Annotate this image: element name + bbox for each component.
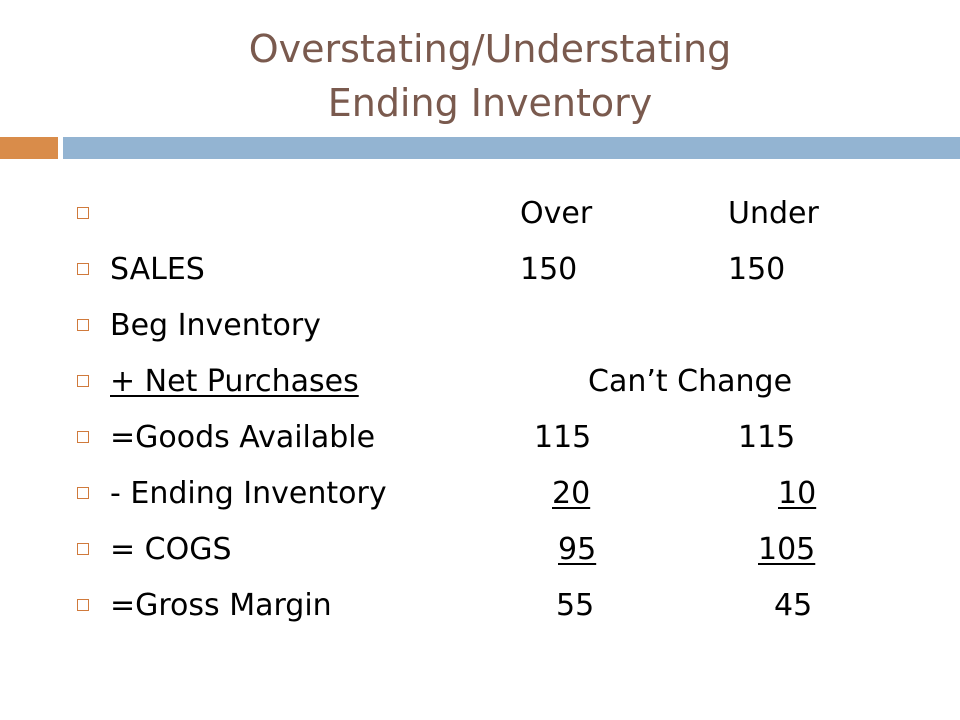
- table-row-cogs: = COGS 95 105: [0, 522, 960, 580]
- row-over-value: 55: [556, 588, 595, 623]
- row-under-value: 45: [774, 588, 813, 623]
- row-over-value: 115: [534, 420, 592, 455]
- bullet-icon: [77, 431, 89, 443]
- row-label: + Net Purchases: [110, 364, 359, 399]
- table-header-row: Over Under: [0, 186, 960, 244]
- table-row-gross-margin: =Gross Margin 55 45: [0, 578, 960, 636]
- table-row-ending-inventory: - Ending Inventory 20 10: [0, 466, 960, 524]
- bullet-icon: [77, 599, 89, 611]
- table-row-beg-inventory: Beg Inventory: [0, 298, 960, 356]
- bullet-icon: [77, 375, 89, 387]
- row-over-value: 150: [520, 252, 578, 287]
- header-over: Over: [520, 196, 593, 231]
- row-under-value: 10: [778, 476, 817, 511]
- row-label: - Ending Inventory: [110, 476, 387, 511]
- header-under: Under: [728, 196, 819, 231]
- bullet-icon: [77, 543, 89, 555]
- bullet-icon: [77, 263, 89, 275]
- row-label: =Goods Available: [110, 420, 376, 455]
- row-under-value: 115: [738, 420, 796, 455]
- row-label: Beg Inventory: [110, 308, 321, 343]
- slide-title: Overstating/Understating Ending Inventor…: [80, 22, 900, 130]
- table-row-sales: SALES 150 150: [0, 242, 960, 300]
- bullet-icon: [77, 487, 89, 499]
- table-row-goods-available: =Goods Available 115 115: [0, 410, 960, 468]
- row-note: Can’t Change: [588, 364, 793, 399]
- bullet-icon: [77, 207, 89, 219]
- title-line-1: Overstating/Understating: [248, 27, 732, 71]
- table-row-net-purchases: + Net Purchases Can’t Change: [0, 354, 960, 412]
- row-label: =Gross Margin: [110, 588, 332, 623]
- row-over-value: 20: [552, 476, 591, 511]
- bullet-icon: [77, 319, 89, 331]
- row-under-value: 105: [758, 532, 816, 567]
- title-accent-bar: [0, 137, 58, 159]
- row-under-value: 150: [728, 252, 786, 287]
- row-label: SALES: [110, 252, 205, 287]
- row-over-value: 95: [558, 532, 597, 567]
- row-label: = COGS: [110, 532, 232, 567]
- title-divider-bar: [63, 137, 960, 159]
- title-line-2: Ending Inventory: [327, 81, 653, 125]
